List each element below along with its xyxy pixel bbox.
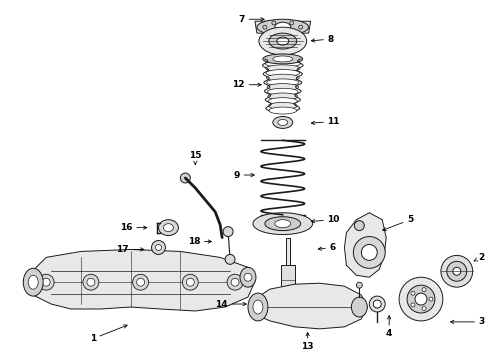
Polygon shape <box>344 213 386 277</box>
Ellipse shape <box>268 93 298 100</box>
Circle shape <box>283 312 293 322</box>
Ellipse shape <box>269 102 297 109</box>
Circle shape <box>186 278 195 286</box>
Circle shape <box>369 296 385 312</box>
Text: 4: 4 <box>386 316 392 338</box>
Circle shape <box>411 291 415 295</box>
Circle shape <box>356 282 362 288</box>
Ellipse shape <box>248 293 268 321</box>
Ellipse shape <box>28 275 38 289</box>
Circle shape <box>231 278 239 286</box>
Circle shape <box>244 273 252 281</box>
Circle shape <box>299 25 303 29</box>
Ellipse shape <box>267 74 299 81</box>
Circle shape <box>223 227 233 237</box>
Circle shape <box>290 21 294 25</box>
Ellipse shape <box>266 69 299 76</box>
Ellipse shape <box>275 220 291 228</box>
Ellipse shape <box>267 79 299 86</box>
Circle shape <box>155 244 162 251</box>
Circle shape <box>137 278 145 286</box>
Circle shape <box>411 303 415 307</box>
Ellipse shape <box>266 65 300 72</box>
Circle shape <box>353 237 385 268</box>
Text: 9: 9 <box>234 171 254 180</box>
Text: 6: 6 <box>318 243 336 252</box>
Ellipse shape <box>268 88 298 95</box>
Ellipse shape <box>259 27 307 55</box>
Circle shape <box>38 274 54 290</box>
Text: 13: 13 <box>301 333 314 351</box>
Circle shape <box>453 267 461 275</box>
Circle shape <box>182 274 198 290</box>
Circle shape <box>227 274 243 290</box>
Ellipse shape <box>268 98 297 105</box>
Circle shape <box>399 277 443 321</box>
Text: 14: 14 <box>216 300 246 309</box>
Text: 17: 17 <box>116 245 144 254</box>
Text: 16: 16 <box>120 223 147 232</box>
Circle shape <box>429 297 433 301</box>
Ellipse shape <box>269 107 297 114</box>
Text: 11: 11 <box>311 117 340 126</box>
Circle shape <box>180 173 190 183</box>
Ellipse shape <box>265 60 300 67</box>
Circle shape <box>415 293 427 305</box>
Text: 18: 18 <box>188 237 212 246</box>
Ellipse shape <box>277 37 289 45</box>
Bar <box>281 265 294 309</box>
Circle shape <box>272 30 276 33</box>
Text: 8: 8 <box>311 35 334 44</box>
Text: 12: 12 <box>232 80 261 89</box>
Circle shape <box>447 261 467 281</box>
Circle shape <box>83 274 99 290</box>
Circle shape <box>263 25 267 29</box>
Text: 10: 10 <box>311 215 340 224</box>
Ellipse shape <box>158 220 178 235</box>
Text: 5: 5 <box>383 215 414 231</box>
Circle shape <box>272 21 276 25</box>
Ellipse shape <box>257 19 309 35</box>
Ellipse shape <box>273 56 293 62</box>
Circle shape <box>407 285 435 313</box>
Bar <box>286 238 290 265</box>
Circle shape <box>422 288 426 292</box>
Ellipse shape <box>275 22 291 32</box>
Circle shape <box>225 255 235 264</box>
Polygon shape <box>23 249 255 311</box>
Ellipse shape <box>265 55 301 62</box>
Circle shape <box>422 306 426 310</box>
Ellipse shape <box>273 117 293 129</box>
Ellipse shape <box>164 224 173 231</box>
Circle shape <box>87 278 95 286</box>
Ellipse shape <box>253 213 313 235</box>
Ellipse shape <box>23 268 43 296</box>
Ellipse shape <box>278 120 288 125</box>
Ellipse shape <box>240 267 256 287</box>
Ellipse shape <box>265 217 301 231</box>
Polygon shape <box>250 283 368 329</box>
Polygon shape <box>255 21 311 33</box>
Text: 3: 3 <box>451 318 485 327</box>
Ellipse shape <box>269 33 297 49</box>
Circle shape <box>361 244 377 260</box>
Ellipse shape <box>267 84 298 91</box>
Circle shape <box>42 278 50 286</box>
Text: 15: 15 <box>189 151 201 165</box>
Circle shape <box>354 221 365 231</box>
Ellipse shape <box>351 297 368 317</box>
Circle shape <box>133 274 148 290</box>
Text: 7: 7 <box>239 15 264 24</box>
Circle shape <box>151 240 166 255</box>
Ellipse shape <box>263 54 303 64</box>
Text: 1: 1 <box>90 325 127 343</box>
Circle shape <box>441 255 473 287</box>
Ellipse shape <box>253 300 263 314</box>
Circle shape <box>290 30 294 33</box>
Circle shape <box>373 300 381 308</box>
Text: 2: 2 <box>474 253 485 262</box>
